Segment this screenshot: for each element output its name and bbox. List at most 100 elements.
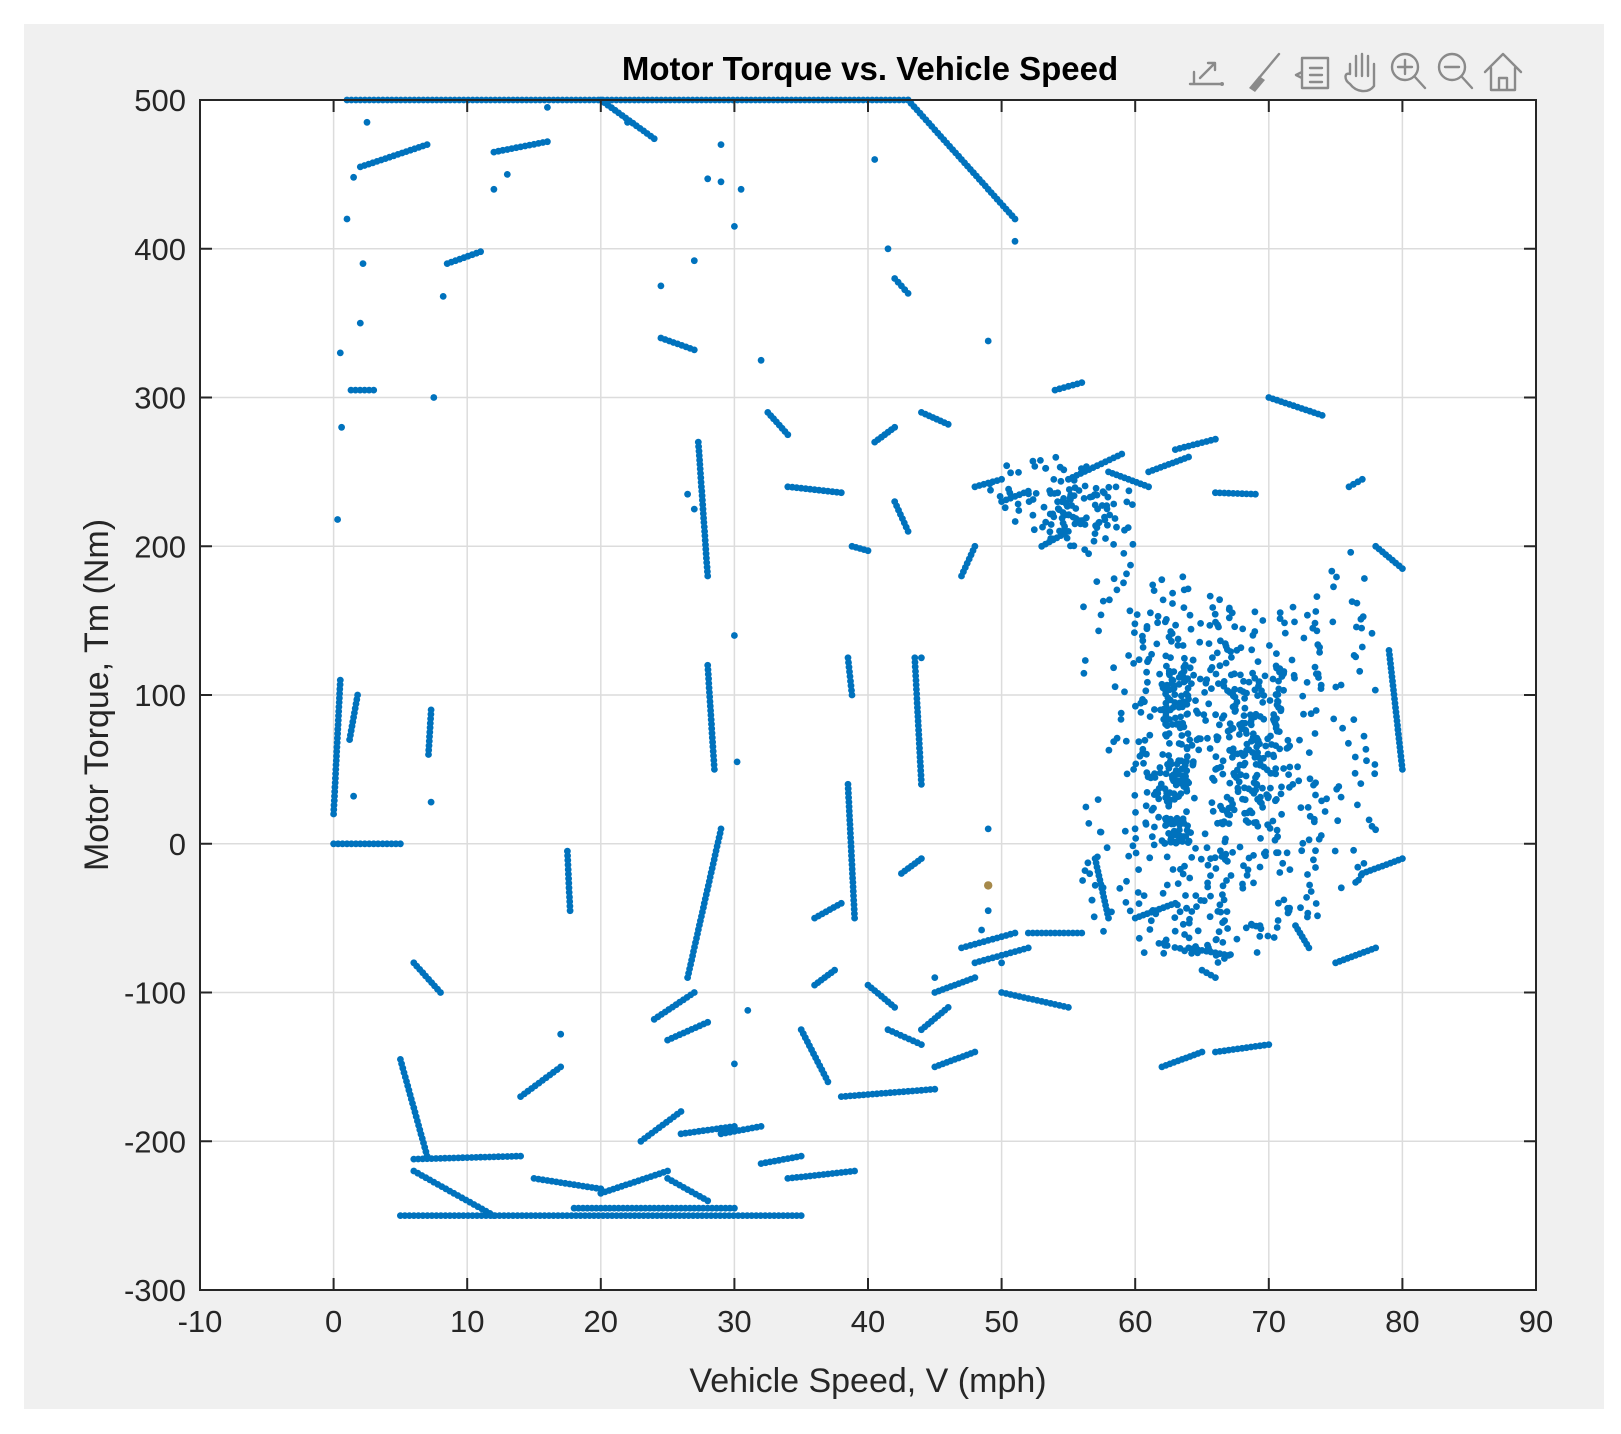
- data-point: [1120, 550, 1128, 557]
- data-point: [1187, 625, 1195, 633]
- data-point: [1223, 877, 1230, 884]
- data-point: [1227, 872, 1235, 879]
- data-point: [1250, 852, 1257, 859]
- data-point: [1286, 866, 1294, 873]
- data-point: [1303, 894, 1310, 901]
- data-point: [1145, 483, 1152, 491]
- data-point: [1190, 671, 1197, 679]
- data-point: [1227, 671, 1235, 679]
- data-point: [1029, 511, 1037, 519]
- data-point: [1093, 578, 1101, 585]
- data-point: [1196, 675, 1204, 683]
- pan-hand-icon[interactable]: [1344, 52, 1376, 93]
- data-point: [1334, 817, 1342, 825]
- data-point: [1139, 644, 1147, 651]
- data-point: [1251, 686, 1259, 694]
- data-point: [1183, 787, 1191, 795]
- data-point: [984, 337, 992, 345]
- data-point: [1329, 618, 1337, 626]
- data-point: [733, 758, 741, 766]
- data-point: [1280, 765, 1287, 772]
- data-point: [330, 810, 337, 818]
- zoom-out-icon[interactable]: [1437, 52, 1474, 90]
- data-point: [1275, 677, 1282, 685]
- brush-icon[interactable]: [1249, 52, 1281, 92]
- data-point: [1149, 907, 1157, 914]
- data-point: [1356, 667, 1364, 675]
- data-point: [1323, 795, 1330, 803]
- data-point: [1205, 640, 1213, 647]
- data-point: [1159, 596, 1167, 604]
- data-point: [1248, 787, 1256, 795]
- data-point: [1209, 774, 1216, 782]
- export-icon[interactable]: [1188, 61, 1224, 86]
- data-point: [884, 245, 892, 253]
- data-point: [350, 792, 357, 800]
- data-point: [1262, 848, 1270, 856]
- y-tick-label: -100: [124, 976, 186, 1011]
- data-point: [1330, 583, 1337, 591]
- data-point: [1290, 671, 1298, 679]
- data-point: [690, 346, 698, 354]
- data-point: [1206, 745, 1214, 752]
- data-point: [1168, 832, 1176, 840]
- data-point: [1242, 924, 1250, 932]
- data-point: [1132, 702, 1139, 710]
- data-point: [1371, 686, 1379, 694]
- data-point: [423, 141, 431, 149]
- data-point: [1136, 752, 1144, 760]
- data-point: [1259, 784, 1266, 792]
- data-point: [566, 907, 574, 915]
- legend-icon[interactable]: [1294, 56, 1330, 90]
- data-point: [1091, 881, 1099, 889]
- data-point: [1101, 516, 1109, 524]
- data-point: [1263, 791, 1271, 799]
- data-point: [1219, 919, 1226, 926]
- data-point: [363, 118, 371, 126]
- data-point: [1252, 774, 1259, 781]
- data-point: [1219, 891, 1226, 899]
- data-point: [1139, 745, 1147, 753]
- data-point: [1215, 928, 1223, 936]
- data-point: [1037, 457, 1044, 464]
- data-point: [1186, 736, 1194, 744]
- data-point: [1174, 901, 1181, 909]
- data-point: [704, 572, 712, 580]
- data-point: [1075, 487, 1083, 494]
- data-point: [1365, 816, 1373, 824]
- data-point: [1015, 469, 1022, 476]
- data-point: [1056, 463, 1064, 471]
- data-point: [1280, 686, 1287, 694]
- x-tick-label: 50: [984, 1304, 1018, 1339]
- data-point: [1135, 866, 1142, 873]
- x-axis-label: Vehicle Speed, V (mph): [689, 1362, 1046, 1400]
- data-point: [503, 171, 511, 178]
- data-point: [1183, 905, 1190, 912]
- data-point: [1054, 498, 1061, 506]
- data-point: [1169, 600, 1176, 607]
- data-point: [1090, 537, 1098, 545]
- data-point: [1205, 700, 1213, 708]
- data-point: [1208, 685, 1215, 692]
- data-point: [1174, 641, 1182, 649]
- data-point: [1186, 611, 1194, 619]
- data-point: [717, 141, 725, 149]
- data-point: [1216, 721, 1223, 729]
- data-point: [744, 1007, 752, 1014]
- data-point: [1030, 526, 1038, 534]
- data-point: [1135, 738, 1143, 746]
- data-point: [1221, 955, 1228, 962]
- data-point: [1169, 704, 1177, 711]
- data-point: [1150, 841, 1158, 849]
- data-point: [984, 825, 992, 833]
- y-tick-label: -200: [124, 1124, 186, 1159]
- data-point: [1207, 855, 1214, 862]
- data-point: [1143, 769, 1151, 777]
- data-point: [1084, 859, 1092, 867]
- data-point: [1001, 504, 1009, 512]
- data-point: [1299, 692, 1307, 700]
- zoom-in-icon[interactable]: [1390, 52, 1427, 90]
- data-point: [517, 1152, 524, 1160]
- data-point: [690, 989, 698, 996]
- home-icon[interactable]: [1483, 52, 1523, 92]
